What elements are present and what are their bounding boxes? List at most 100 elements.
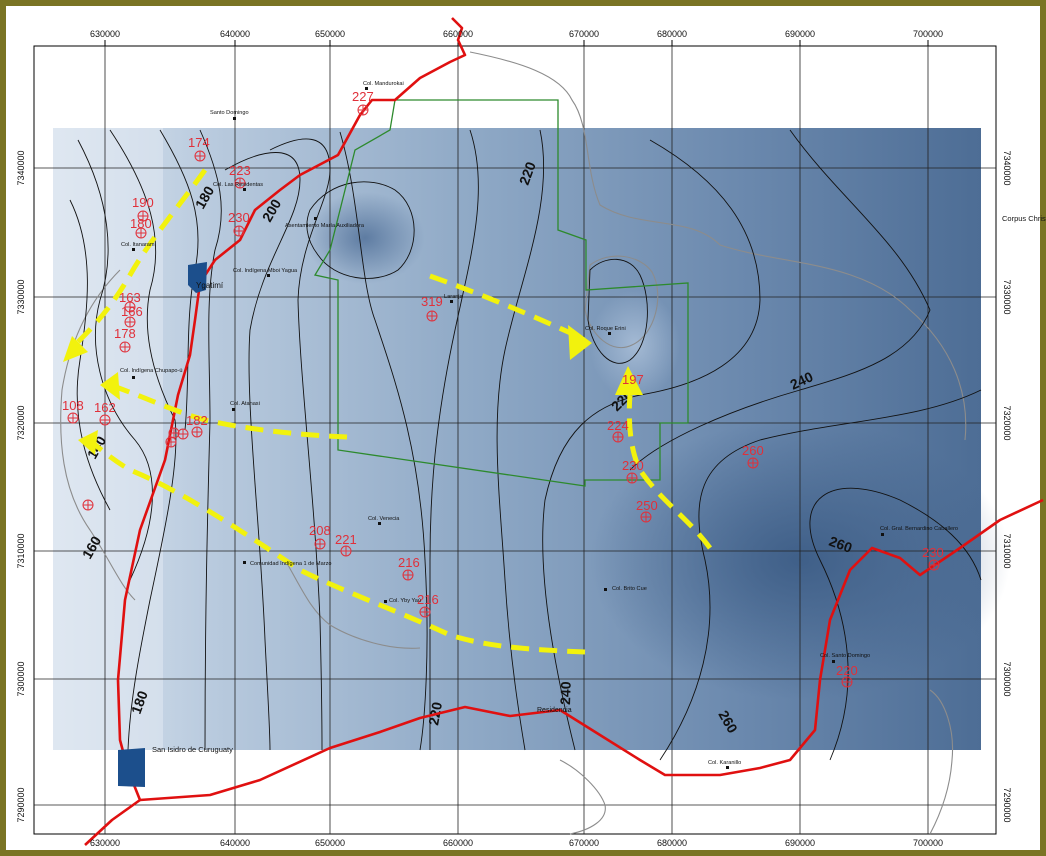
well-marker [99, 414, 111, 426]
x-tick-label: 680000 [657, 838, 687, 848]
well-marker [357, 104, 369, 116]
place-label: Col. Gral. Bernardino Caballero [880, 526, 958, 532]
x-tick-label: 650000 [315, 29, 345, 39]
x-tick-label: 650000 [315, 838, 345, 848]
ygatimi-town-block [188, 262, 207, 293]
place-label: Col. Venecia [368, 516, 400, 522]
contour-label: 260 [827, 533, 855, 556]
well-marker [137, 210, 149, 222]
flow-arrowheads [63, 325, 643, 455]
well-label: 190 [132, 195, 154, 210]
x-tick-label: 640000 [220, 29, 250, 39]
y-tick-label: 7320000 [1002, 405, 1012, 440]
well-marker [234, 177, 246, 189]
well-label: 166 [121, 304, 143, 319]
well-marker [612, 431, 624, 443]
well-marker [124, 316, 136, 328]
y-tick-label: 7320000 [16, 405, 26, 440]
locality-markers [132, 87, 884, 769]
y-coordinate-labels-left: 7340000 7330000 7320000 7310000 7300000 … [16, 150, 26, 822]
well-label: 230 [922, 545, 944, 560]
well-label: 162 [94, 400, 116, 415]
place-label: Residencia [537, 707, 572, 714]
well-marker [168, 427, 180, 439]
neatline [33, 45, 997, 835]
well-marker [340, 545, 352, 557]
x-tick-label: 700000 [913, 29, 943, 39]
x-tick-label: 630000 [90, 838, 120, 848]
well-label: 197 [622, 372, 644, 387]
road-network [84, 17, 1044, 846]
place-label: Asentamiento María Auxiliadora [285, 223, 365, 229]
well-label: 250 [636, 498, 658, 513]
well-marker [314, 538, 326, 550]
well-marker [165, 436, 177, 448]
west-highlight [53, 128, 163, 750]
flow-arrowhead [100, 372, 120, 400]
well-label: 208 [309, 523, 331, 538]
y-coordinate-labels-right: 7340000 7330000 7320000 7310000 7300000 … [1002, 150, 1012, 822]
y-tick-label: 7330000 [16, 279, 26, 314]
well-marker [194, 150, 206, 162]
y-tick-label: 7330000 [1002, 279, 1012, 314]
depression-zone [305, 192, 425, 284]
well-label: 182 [186, 413, 208, 428]
well-marker [82, 499, 94, 511]
well-marker [191, 426, 203, 438]
well-marker [419, 606, 431, 618]
well-marker [747, 457, 759, 469]
flow-arrowhead [568, 325, 592, 360]
y-tick-label: 7340000 [16, 150, 26, 185]
x-tick-label: 690000 [785, 29, 815, 39]
well-label: 230 [228, 210, 250, 225]
x-tick-label: 680000 [657, 29, 687, 39]
well-marker [402, 569, 414, 581]
well-label: 108 [62, 398, 84, 413]
x-tick-label: 670000 [569, 838, 599, 848]
x-coordinate-labels-top: 630000 640000 650000 660000 670000 68000… [90, 29, 943, 39]
place-label: Col. Roque Erini [585, 326, 626, 332]
well-label: 180 [130, 216, 152, 231]
x-tick-label: 660000 [443, 29, 473, 39]
y-tick-label: 7300000 [16, 661, 26, 696]
well-label: 223 [229, 163, 251, 178]
coordinate-grid [34, 46, 996, 834]
well-marker [233, 225, 245, 237]
y-tick-label: 7300000 [1002, 661, 1012, 696]
well-label: 224 [607, 418, 629, 433]
x-tick-label: 630000 [90, 29, 120, 39]
place-label: Col. Karanillo [708, 760, 741, 766]
place-label: Col. Atanasi [230, 401, 260, 407]
well-marker [124, 301, 136, 313]
basin-outlines [60, 51, 967, 835]
well-label: 221 [335, 532, 357, 547]
flow-arrowhead [78, 430, 98, 455]
place-label: Col. Brito Cue [612, 586, 647, 592]
curuguaty-town-block [118, 748, 145, 787]
flow-direction-lines [73, 168, 713, 655]
well-label: 227 [352, 89, 374, 104]
well-label: 216 [398, 555, 420, 570]
place-label-ygatimi: Ygatimí [196, 281, 224, 290]
study-area-boundary [313, 99, 689, 487]
well-label: 319 [421, 294, 443, 309]
contour-label: 180 [128, 688, 151, 716]
mound-zone [590, 290, 680, 400]
place-label: Col. Santo Domingo [820, 653, 870, 659]
flow-arrowhead [63, 336, 88, 362]
y-tick-label: 7290000 [1002, 787, 1012, 822]
well-marker [119, 341, 131, 353]
well-label: 163 [119, 290, 141, 305]
well-label: 174 [188, 135, 210, 150]
contour-label: 240 [557, 681, 574, 705]
place-label: Col. Mandurokai [363, 81, 404, 87]
y-tick-label: 7340000 [1002, 150, 1012, 185]
y-tick-label: 7310000 [16, 533, 26, 568]
well-label: 216 [417, 592, 439, 607]
place-label: Col. Yby Yaú [389, 598, 421, 604]
place-label-corpus-christi: Corpus Christi [1002, 214, 1046, 223]
locality-labels: Ygatimí San Isidro de Curuguaty Corpus C… [120, 81, 1046, 766]
place-label: Santo Domingo [210, 110, 249, 116]
place-label: Comunidad Indígena 1 de Marzo [250, 561, 331, 567]
